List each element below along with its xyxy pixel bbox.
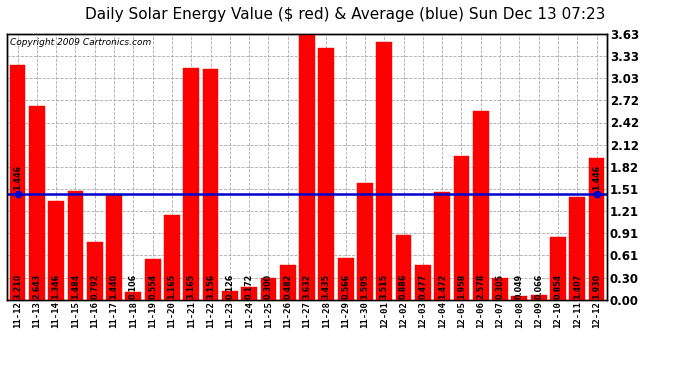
Text: 0.300: 0.300 xyxy=(264,274,273,299)
Bar xyxy=(473,111,489,300)
Text: 3.435: 3.435 xyxy=(322,274,331,299)
Text: 0.554: 0.554 xyxy=(148,274,157,299)
Text: 2.643: 2.643 xyxy=(32,274,41,299)
Bar xyxy=(550,237,566,300)
Text: 1.484: 1.484 xyxy=(71,274,80,299)
Bar xyxy=(434,192,450,300)
Text: 0.482: 0.482 xyxy=(284,274,293,299)
Bar xyxy=(492,278,508,300)
Text: 0.049: 0.049 xyxy=(515,274,524,299)
Bar xyxy=(299,34,315,300)
Text: 3.156: 3.156 xyxy=(206,274,215,299)
Text: 0.066: 0.066 xyxy=(534,274,543,299)
Bar xyxy=(106,194,122,300)
Text: 1.446: 1.446 xyxy=(13,165,22,190)
Bar xyxy=(126,292,141,300)
Bar xyxy=(569,197,585,300)
Bar xyxy=(29,106,45,300)
Bar xyxy=(203,69,219,300)
Text: 3.632: 3.632 xyxy=(302,274,312,299)
Bar xyxy=(376,42,392,300)
Text: 1.446: 1.446 xyxy=(592,165,601,190)
Text: 1.595: 1.595 xyxy=(360,274,369,299)
Text: 1.930: 1.930 xyxy=(592,274,601,299)
Text: 0.886: 0.886 xyxy=(399,274,408,299)
Bar xyxy=(261,278,277,300)
Text: 1.407: 1.407 xyxy=(573,274,582,299)
Bar xyxy=(415,265,431,300)
Text: 1.958: 1.958 xyxy=(457,274,466,299)
Bar xyxy=(222,291,238,300)
Text: Copyright 2009 Cartronics.com: Copyright 2009 Cartronics.com xyxy=(10,38,151,47)
Text: 0.172: 0.172 xyxy=(245,274,254,299)
Bar xyxy=(280,265,295,300)
Bar xyxy=(337,258,353,300)
Bar xyxy=(511,296,527,300)
Text: 0.566: 0.566 xyxy=(341,274,350,299)
Text: 3.515: 3.515 xyxy=(380,274,388,299)
Bar xyxy=(145,260,161,300)
Bar xyxy=(395,235,411,300)
Text: 0.792: 0.792 xyxy=(90,274,99,299)
Text: 2.578: 2.578 xyxy=(476,274,485,299)
Bar xyxy=(531,295,546,300)
Bar xyxy=(10,64,26,300)
Bar xyxy=(164,214,180,300)
Bar xyxy=(319,48,334,300)
Text: 1.440: 1.440 xyxy=(110,274,119,299)
Text: 1.472: 1.472 xyxy=(437,274,446,299)
Text: 0.305: 0.305 xyxy=(495,274,504,299)
Bar xyxy=(68,191,83,300)
Text: Daily Solar Energy Value ($ red) & Average (blue) Sun Dec 13 07:23: Daily Solar Energy Value ($ red) & Avera… xyxy=(85,8,605,22)
Text: 3.165: 3.165 xyxy=(187,274,196,299)
Text: 0.477: 0.477 xyxy=(418,274,427,299)
Text: 1.165: 1.165 xyxy=(168,274,177,299)
Text: 0.126: 0.126 xyxy=(226,274,235,299)
Text: 1.346: 1.346 xyxy=(52,274,61,299)
Text: 3.210: 3.210 xyxy=(13,274,22,299)
Bar xyxy=(453,156,469,300)
Bar xyxy=(87,242,103,300)
Text: 0.854: 0.854 xyxy=(553,274,562,299)
Bar xyxy=(48,201,64,300)
Bar xyxy=(589,159,604,300)
Text: 0.106: 0.106 xyxy=(129,274,138,299)
Bar xyxy=(241,287,257,300)
Bar xyxy=(357,183,373,300)
Bar xyxy=(184,68,199,300)
